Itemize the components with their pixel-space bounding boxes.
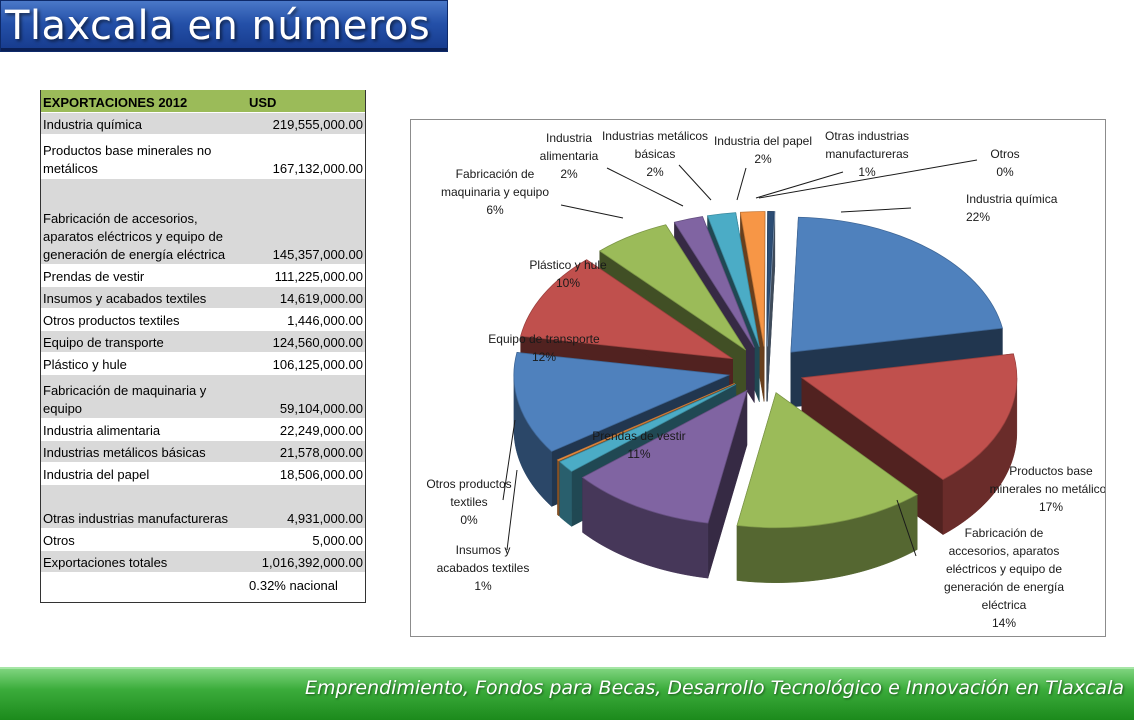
table-row: Otros productos textiles 1,446,000.00 xyxy=(41,308,365,331)
pie-slice xyxy=(790,216,1003,353)
table-cell-label: Plástico y hule xyxy=(41,352,247,375)
table-cell-value: 14,619,000.00 xyxy=(247,286,365,309)
pie-slice xyxy=(598,224,747,351)
table-cell-value: 167,132,000.00 xyxy=(247,134,365,179)
pie-slice-label: Industria alimentaria 2% xyxy=(540,131,599,181)
table-cell-label: Industria alimentaria xyxy=(41,418,247,441)
table-cell-label: Otras industrias manufactureras xyxy=(41,484,247,529)
table-row: Insumos y acabados textiles 14,619,000.0… xyxy=(41,286,365,309)
table-cell-value: 145,357,000.00 xyxy=(247,178,365,265)
pie-slice-label: Fabricación de maquinaria y equipo 6% xyxy=(441,167,549,217)
table-cell-label: Industria química xyxy=(41,112,247,135)
table-cell-label: Productos base minerales no metálicos xyxy=(41,134,247,179)
table-cell-value: 59,104,000.00 xyxy=(247,374,365,419)
table-cell-value: 1,016,392,000.00 xyxy=(247,550,365,573)
table-footnote: 0.32% nacional xyxy=(247,572,365,595)
pie-slice-label: Otros 0% xyxy=(990,147,1019,179)
page-title: Tlaxcala en números xyxy=(5,3,431,49)
pie-slice-label: Industria química 22% xyxy=(966,192,1058,224)
pie-slice xyxy=(556,383,735,462)
table-cell-label: Insumos y acabados textiles xyxy=(41,286,247,309)
table-footnote-row: 0.32% nacional xyxy=(41,572,365,595)
pie-slice-label: Otras industrias manufactureras 1% xyxy=(825,129,909,179)
pie-slice xyxy=(766,211,776,347)
pie-slice xyxy=(673,216,755,348)
table-cell-value: 18,506,000.00 xyxy=(247,462,365,485)
pie-leader-line xyxy=(506,469,518,551)
table-row: Industria química 219,555,000.00 xyxy=(41,112,365,135)
table-header-row: EXPORTACIONES 2012 USD xyxy=(41,90,365,113)
pie-slice-label: Insumos y acabados textiles 1% xyxy=(437,543,530,593)
exports-table-container: EXPORTACIONES 2012 USD Industria química… xyxy=(40,90,366,603)
pie-leader-line xyxy=(678,164,712,201)
table-row: Fabricación de accesorios, aparatos eléc… xyxy=(41,178,365,265)
table-row: Otras industrias manufactureras 4,931,00… xyxy=(41,484,365,529)
table-cell-label: Fabricación de maquinaria y equipo xyxy=(41,374,247,419)
table-cell-label: Equipo de transporte xyxy=(41,330,247,353)
table-row: Industria alimentaria 22,249,000.00 xyxy=(41,418,365,441)
pie-slice xyxy=(766,211,775,347)
pie-slice xyxy=(739,211,766,347)
table-cell-label: Industrias metálicos básicas xyxy=(41,440,247,463)
pie-leader-line xyxy=(606,167,684,207)
table-cell-value: 22,249,000.00 xyxy=(247,418,365,441)
pie-slice xyxy=(581,389,748,524)
table-cell-value: 21,578,000.00 xyxy=(247,440,365,463)
table-row: Productos base minerales no metálicos 16… xyxy=(41,134,365,179)
pie-leader-line xyxy=(755,171,844,199)
pie-slice xyxy=(513,351,731,452)
pie-leader-line xyxy=(560,204,624,219)
table-row: Equipo de transporte 124,560,000.00 xyxy=(41,330,365,353)
table-cell-label: Prendas de vestir xyxy=(41,264,247,287)
pie-slice-label: Equipo de transporte 12% xyxy=(488,332,600,364)
pie-slice-label: Fabricación de accesorios, aparatos eléctr… xyxy=(944,526,1064,630)
table-row: Plástico y hule 106,125,000.00 xyxy=(41,352,365,375)
footer-text: Emprendimiento, Fondos para Becas, Desar… xyxy=(305,677,1124,699)
table-total-row: Exportaciones totales 1,016,392,000.00 xyxy=(41,550,365,573)
pie-leader-line xyxy=(896,499,917,557)
table-cell-label: Otros productos textiles xyxy=(41,308,247,331)
pie-slice-label: Industrias metálicos básicas 2% xyxy=(602,129,708,179)
pie-slice xyxy=(736,392,918,529)
exports-table: EXPORTACIONES 2012 USD Industria química… xyxy=(41,90,365,595)
table-cell-value: 5,000.00 xyxy=(247,528,365,551)
pie-slice xyxy=(706,212,760,347)
title-banner: Tlaxcala en números xyxy=(0,0,448,52)
table-cell-label: Fabricación de accesorios, aparatos eléc… xyxy=(41,178,247,265)
pie-slice-label: Productos base minerales no metálicos 17% xyxy=(990,464,1105,514)
table-row: Industrias metálicos básicas 21,578,000.… xyxy=(41,440,365,463)
table-cell-value: 111,225,000.00 xyxy=(247,264,365,287)
table-header-category: EXPORTACIONES 2012 xyxy=(41,90,247,113)
title-underline xyxy=(1,48,447,51)
table-row: Prendas de vestir 111,225,000.00 xyxy=(41,264,365,287)
pie-slice xyxy=(558,383,737,472)
table-row: Fabricación de maquinaria y equipo 59,10… xyxy=(41,374,365,419)
table-header-usd: USD xyxy=(247,90,365,113)
table-cell-value: 4,931,000.00 xyxy=(247,484,365,529)
table-cell-label: Exportaciones totales xyxy=(41,550,247,573)
table-cell-label: Industria del papel xyxy=(41,462,247,485)
table-cell-value: 1,446,000.00 xyxy=(247,308,365,331)
table-cell-value: 124,560,000.00 xyxy=(247,330,365,353)
table-cell-value: 219,555,000.00 xyxy=(247,112,365,135)
pie-chart: Industria química 22% Productos base minera… xyxy=(426,129,1105,630)
table-row: Industria del papel 18,506,000.00 xyxy=(41,462,365,485)
pie-slice xyxy=(520,259,733,360)
pie-leader-line xyxy=(736,167,747,201)
pie-slice-label: Prendas de vestir 11% xyxy=(592,429,685,461)
pie-leader-line xyxy=(840,207,912,213)
pie-leader-line xyxy=(758,159,978,199)
table-row: Otros 5,000.00 xyxy=(41,528,365,551)
pie-leader-line xyxy=(502,419,516,501)
table-cell-value: 106,125,000.00 xyxy=(247,352,365,375)
pie-slice xyxy=(800,353,1018,481)
pie-chart-frame: Industria química 22% Productos base minera… xyxy=(410,119,1106,637)
footer-banner: Emprendimiento, Fondos para Becas, Desar… xyxy=(0,667,1134,720)
pie-slice-label: Plástico y hule 10% xyxy=(529,258,607,290)
pie-slice-label: Industria del papel 2% xyxy=(714,134,812,166)
pie-slice-label: Otros productos textiles 0% xyxy=(426,477,511,527)
table-cell-label: Otros xyxy=(41,528,247,551)
